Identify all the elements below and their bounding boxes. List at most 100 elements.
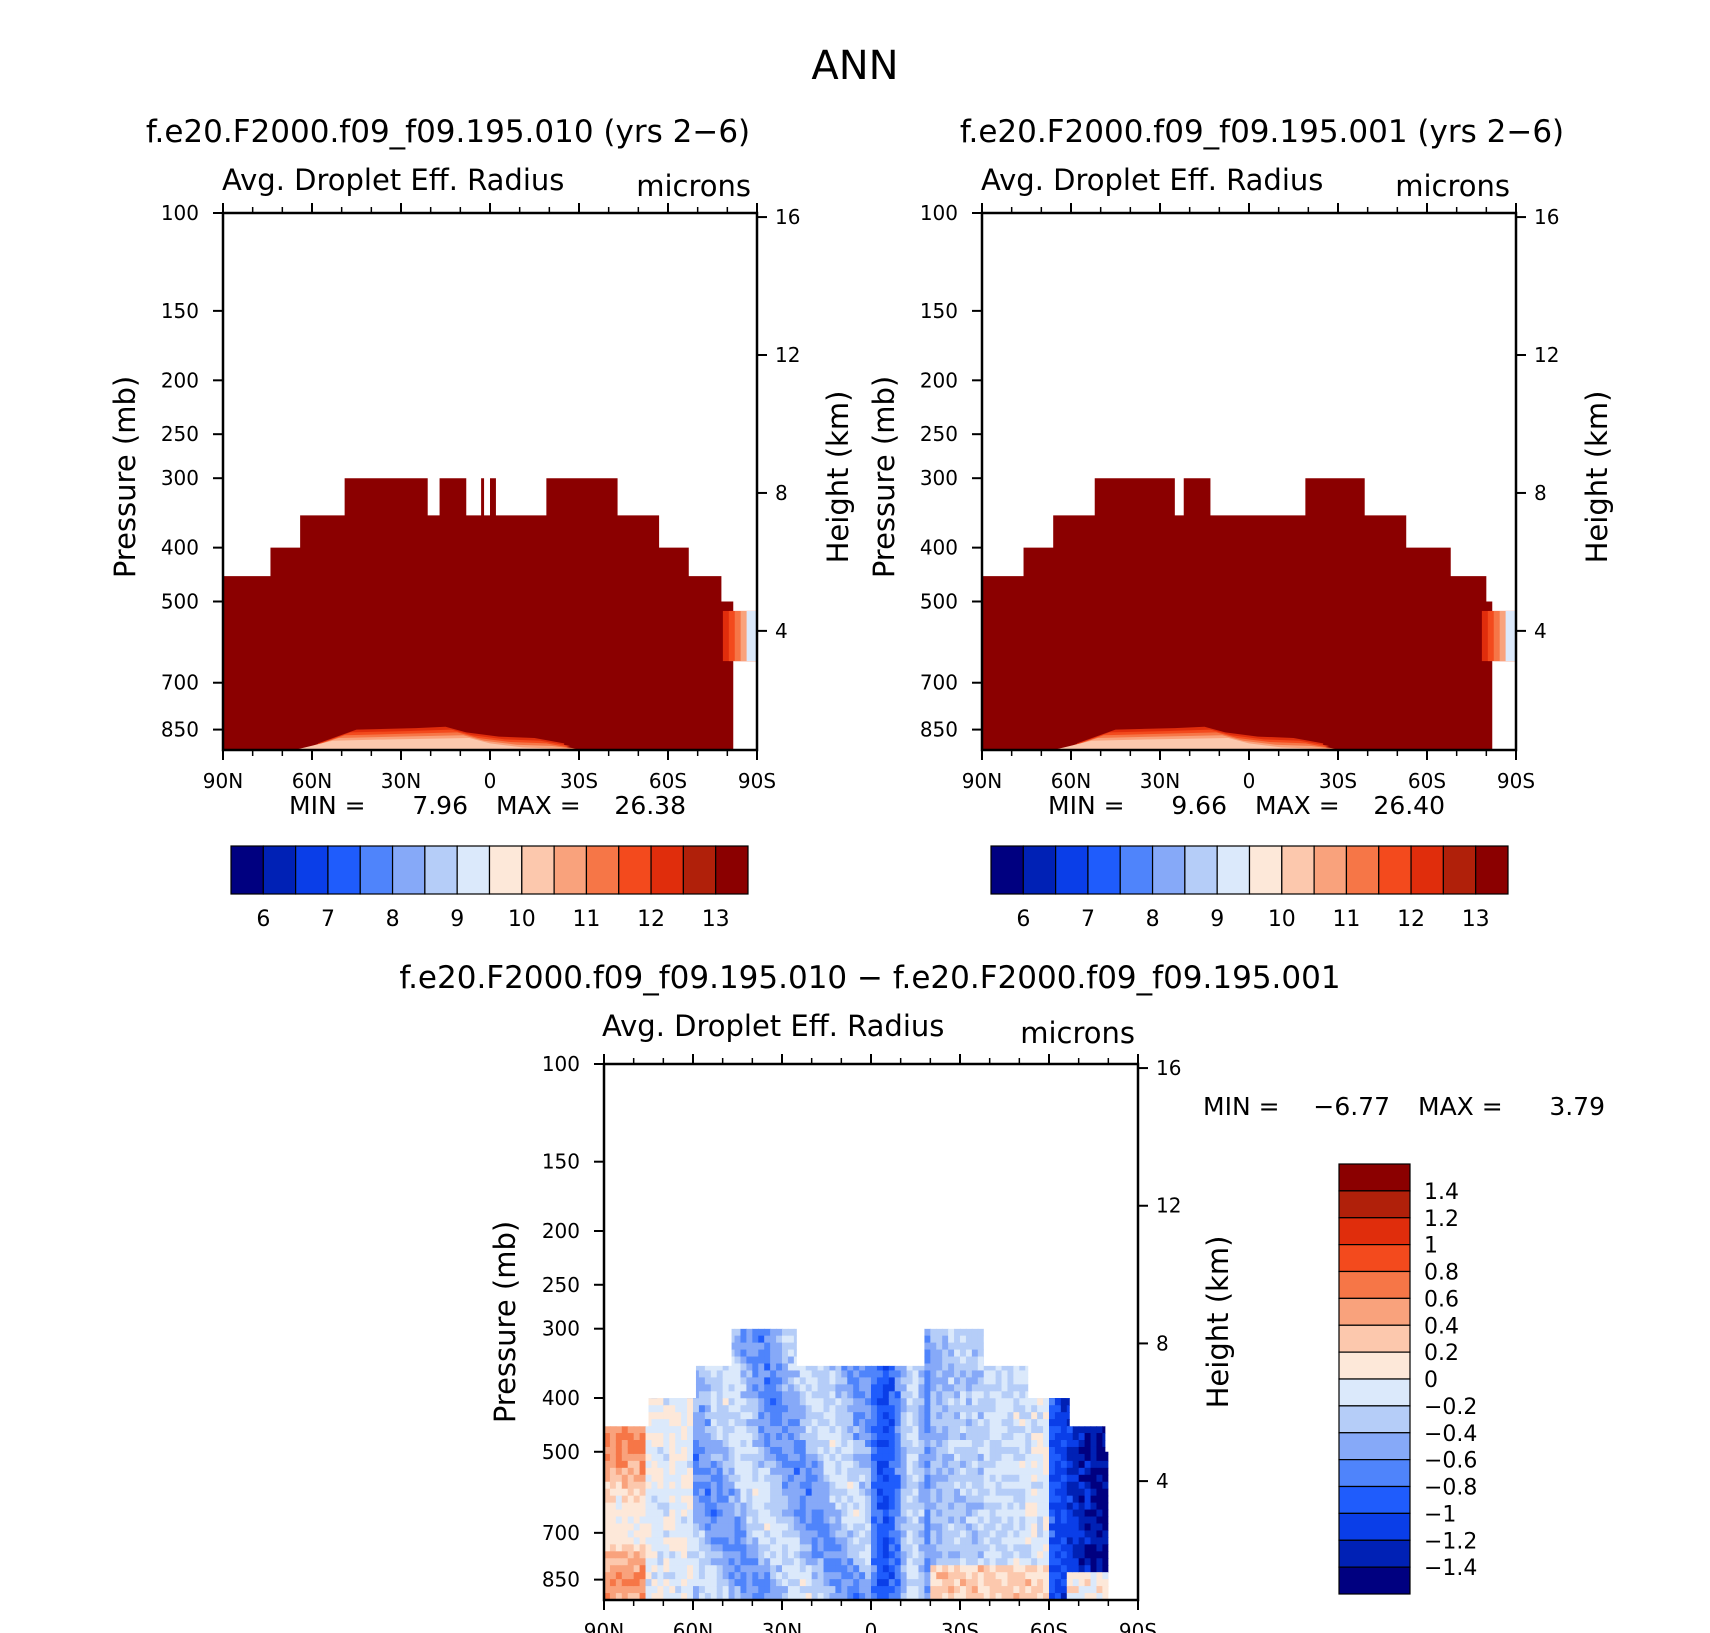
diff-cell	[948, 1349, 955, 1358]
diff-cell	[740, 1516, 747, 1525]
diff-cell	[805, 1537, 813, 1545]
diff-cell	[829, 1544, 836, 1552]
diff-cell	[657, 1398, 664, 1406]
diff-cell	[722, 1356, 730, 1365]
diff-cell	[1037, 1412, 1044, 1420]
diff-cell	[983, 1488, 991, 1497]
diff-cell	[811, 1544, 819, 1552]
diff-cell	[1066, 1412, 1074, 1420]
diff-cell	[805, 1426, 813, 1434]
diff-cell	[764, 1426, 771, 1434]
diff-cell	[639, 1586, 647, 1594]
diff-cell	[930, 1544, 937, 1552]
y-tick-label: 200	[542, 1219, 580, 1243]
diff-cell	[681, 1398, 688, 1406]
diff-cell	[965, 1405, 973, 1413]
diff-cell	[710, 1593, 718, 1600]
diff-cell	[1049, 1460, 1056, 1469]
diff-cell	[942, 1349, 949, 1358]
diff-cell	[1072, 1377, 1080, 1385]
diff-cell	[859, 1398, 866, 1406]
diff-cell	[965, 1328, 973, 1337]
diff-cell	[859, 1391, 866, 1399]
diff-cell	[954, 1419, 961, 1427]
diff-cell	[1096, 1474, 1103, 1483]
diff-cell	[1090, 1398, 1098, 1406]
diff-cell	[746, 1335, 753, 1344]
diff-cell	[776, 1530, 783, 1538]
diff-cell	[1096, 1391, 1103, 1399]
diff-cell	[930, 1530, 937, 1538]
diff-cell	[983, 1363, 991, 1372]
diff-cell	[1019, 1426, 1026, 1434]
diff-cell	[1066, 1558, 1074, 1566]
diff-cell	[1001, 1342, 1009, 1351]
diff-cell	[1007, 1537, 1014, 1545]
diff-cell	[1019, 1405, 1026, 1413]
diff-cell	[1013, 1349, 1020, 1358]
diff-cell	[971, 1572, 979, 1580]
y-tick-label: 500	[542, 1440, 580, 1464]
diff-cell	[782, 1398, 789, 1406]
diff-cell	[716, 1579, 724, 1587]
diff-cell	[1072, 1481, 1080, 1490]
diff-cell	[1084, 1474, 1092, 1483]
diff-cell	[829, 1495, 836, 1504]
diff-cell	[894, 1509, 902, 1518]
diff-cell	[1090, 1446, 1098, 1455]
colorbar-swatch	[262, 845, 297, 895]
diff-cell	[859, 1586, 866, 1594]
diff-cell	[698, 1356, 706, 1365]
diff-cell	[1126, 1537, 1133, 1545]
diff-cell	[1013, 1405, 1020, 1413]
diff-cell	[1108, 1454, 1115, 1462]
diff-cell	[627, 1523, 635, 1532]
diff-cell	[793, 1565, 801, 1573]
diff-cell	[740, 1523, 747, 1532]
diff-cell	[1013, 1398, 1020, 1406]
y-tick-label: 100	[161, 201, 199, 225]
diff-cell	[983, 1328, 991, 1337]
diff-cell	[906, 1516, 914, 1525]
diff-cell	[930, 1481, 937, 1490]
diff-cell	[1108, 1447, 1115, 1455]
diff-cell	[604, 1488, 611, 1497]
diff-cell	[633, 1349, 641, 1358]
diff-cell	[1066, 1593, 1074, 1600]
diff-cell	[687, 1502, 694, 1511]
diff-cell	[995, 1579, 1003, 1587]
diff-cell	[1043, 1370, 1050, 1378]
diff-cell	[817, 1558, 825, 1566]
diff-cell	[1007, 1342, 1014, 1351]
diff-cell	[609, 1523, 617, 1532]
diff-cell	[1049, 1516, 1056, 1525]
diff-cell	[1126, 1461, 1133, 1469]
diff-cell	[710, 1419, 718, 1427]
diff-cell	[1090, 1384, 1098, 1392]
diff-cell	[823, 1565, 831, 1573]
diff-cell	[746, 1433, 753, 1441]
diff-cell	[977, 1558, 985, 1566]
diff-cell	[930, 1558, 937, 1566]
diff-cell	[776, 1523, 783, 1532]
diff-cell	[859, 1370, 866, 1378]
diff-cell	[805, 1453, 813, 1462]
diff-cell	[793, 1446, 801, 1455]
diff-cell	[847, 1460, 854, 1469]
diff-cell	[787, 1384, 795, 1392]
diff-cell	[1013, 1565, 1020, 1573]
diff-cell	[1096, 1565, 1103, 1573]
diff-cell	[1007, 1586, 1014, 1594]
diff-cell	[1043, 1328, 1050, 1337]
diff-cell	[746, 1488, 753, 1497]
diff-cell	[841, 1481, 848, 1490]
diff-cell	[645, 1474, 653, 1483]
diff-cell	[639, 1342, 647, 1351]
diff-cell	[746, 1467, 753, 1476]
y-tick-label: 850	[161, 718, 199, 742]
diff-cell	[954, 1537, 961, 1545]
diff-cell	[633, 1586, 641, 1594]
diff-cell	[793, 1419, 801, 1427]
diff-cell	[681, 1363, 688, 1372]
diff-cell	[930, 1551, 937, 1559]
